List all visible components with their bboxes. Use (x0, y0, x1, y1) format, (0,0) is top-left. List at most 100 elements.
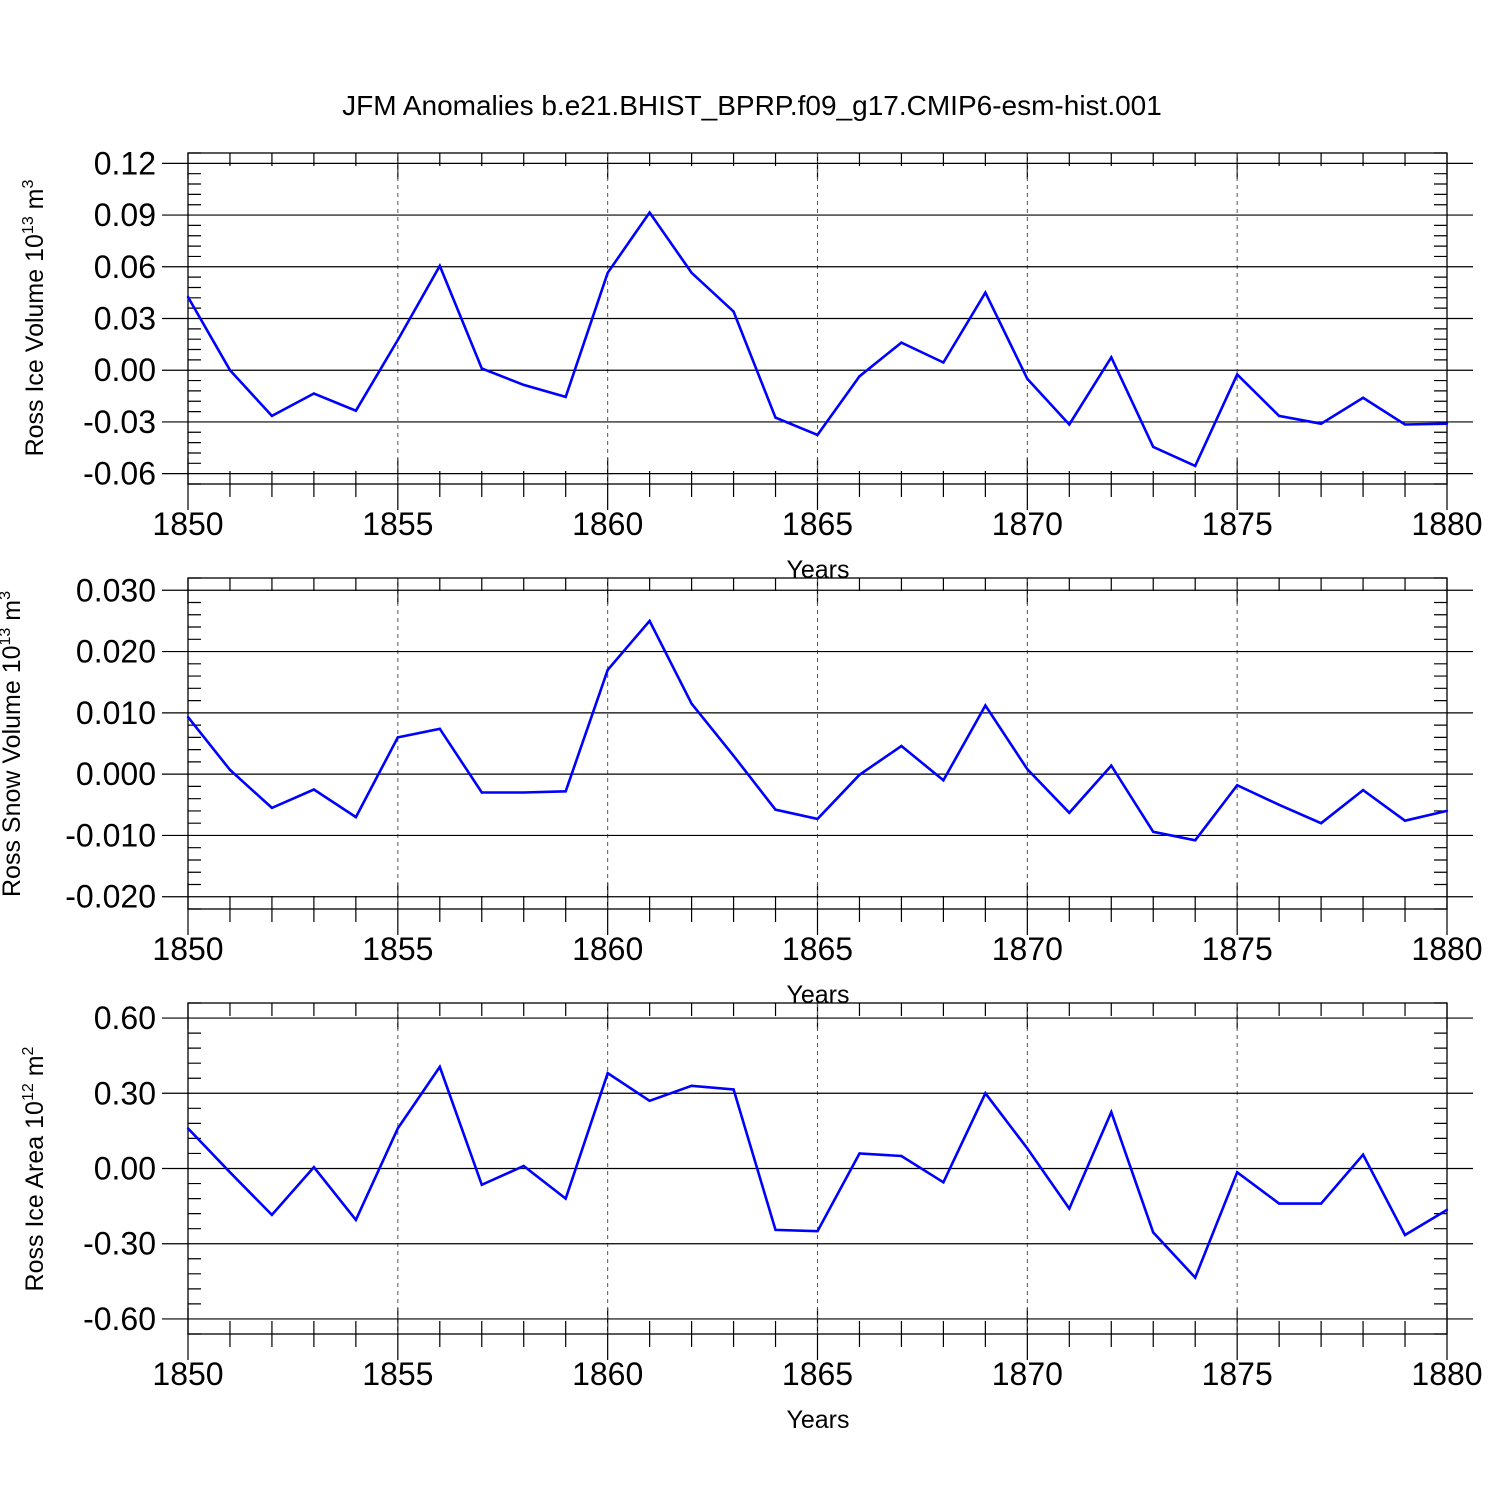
panel-snow-volume-point-1879 (1403, 819, 1407, 822)
panel-ice-volume-point-1879 (1403, 423, 1407, 426)
panel-ice-volume-point-1861 (648, 211, 651, 214)
panel-ice-volume-point-1872 (1110, 356, 1113, 359)
panel-ice-volume-point-1862 (690, 271, 693, 275)
panel-ice-volume-xtick-label-3: 1865 (782, 506, 853, 542)
panel-snow-volume-point-1870 (1026, 768, 1029, 771)
panel-ice-volume-point-1853 (312, 392, 316, 395)
panel-snow-volume-point-1855 (396, 736, 400, 739)
panel-ice-area-xtick-label-5: 1875 (1202, 1356, 1273, 1392)
panel-ice-volume-point-1869 (984, 291, 987, 294)
panel-ice-volume-xtick-label-4: 1870 (992, 506, 1063, 542)
panel-ice-area-point-1858 (522, 1164, 525, 1168)
panel-ice-area-point-1872 (1110, 1110, 1113, 1114)
panel-snow-volume-ytick-label-5: -0.020 (65, 879, 156, 915)
panel-snow-volume-xtick-label-5: 1875 (1202, 931, 1273, 967)
panel-snow-volume-ylabel: Ross Snow Volume 1013 m3 (0, 591, 26, 897)
panel-ice-area-point-1851 (228, 1171, 232, 1174)
panel-ice-volume-ytick-label-6: -0.06 (83, 456, 156, 492)
panel-snow-volume-point-1863 (732, 754, 735, 757)
panel-ice-area-point-1869 (984, 1092, 987, 1095)
panel-ice-volume-ytick-label-5: -0.03 (83, 404, 156, 440)
panel-ice-volume-point-1852 (270, 414, 274, 418)
panel-snow-volume-point-1875 (1235, 783, 1239, 787)
panel-ice-volume-point-1864 (774, 416, 777, 419)
panel-ice-volume-point-1876 (1277, 414, 1281, 418)
panel-ice-volume-point-1867 (900, 341, 903, 344)
panel-ice-area: Ross Ice Area 1012 m2 Years 0.60 0.30 0.00… (20, 1000, 1483, 1434)
panel-snow-volume-xtick-label-6: 1880 (1411, 931, 1482, 967)
panel-ice-volume-point-1877 (1319, 422, 1323, 425)
panel-snow-volume: Ross Snow Volume 1013 m3 Years 0.0300.02… (0, 572, 1483, 1009)
panel-ice-volume-point-1871 (1068, 423, 1071, 426)
panel-ice-volume-xtick-label-2: 1860 (572, 506, 643, 542)
panel-ice-area-point-1879 (1403, 1233, 1407, 1237)
panel-ice-volume-point-1860 (606, 271, 609, 275)
panel-ice-area-point-1854 (354, 1218, 358, 1222)
panel-ice-area-point-1864 (774, 1228, 777, 1232)
panel-ice-volume-xtick-label-5: 1875 (1202, 506, 1273, 542)
panel-ice-volume-point-1875 (1235, 373, 1239, 376)
panel-ice-area-point-1850 (186, 1127, 190, 1130)
panel-snow-volume-point-1867 (900, 744, 903, 748)
panel-snow-volume-point-1874 (1194, 839, 1197, 842)
panel-ice-area-point-1859 (564, 1197, 567, 1200)
panel-ice-area-point-1875 (1235, 1171, 1239, 1174)
panel-ice-area-xtick-label-0: 1850 (152, 1356, 223, 1392)
panel-ice-area-point-1870 (1026, 1147, 1029, 1150)
panel-ice-area-point-1856 (438, 1065, 441, 1069)
panel-ice-volume-point-1873 (1152, 445, 1155, 449)
panel-ice-area-tick-marks (162, 1002, 1473, 1360)
panel-ice-volume-point-1858 (522, 383, 525, 387)
panel-ice-area-point-1862 (690, 1084, 693, 1087)
panel-snow-volume-ytick-label-0: 0.030 (76, 572, 156, 608)
panel-snow-volume-xtick-label-0: 1850 (152, 931, 223, 967)
panel-ice-volume-point-1863 (732, 310, 735, 313)
panel-snow-volume-point-1866 (858, 773, 861, 776)
panel-ice-area-xtick-label-2: 1860 (572, 1356, 643, 1392)
panel-snow-volume-point-1850 (186, 715, 190, 719)
panel-snow-volume-point-1857 (480, 791, 483, 794)
panel-ice-area-ytick-label-2: 0.00 (94, 1151, 156, 1187)
panel-ice-area-ylabel: Ross Ice Area 1012 m2 (20, 1046, 49, 1291)
panel-ice-area-xtick-label-6: 1880 (1411, 1356, 1482, 1392)
panel-ice-area-point-1880 (1445, 1208, 1449, 1212)
panel-snow-volume-point-1852 (270, 806, 274, 810)
panel-snow-volume-point-1871 (1068, 811, 1071, 814)
panel-ice-area-xtick-label-3: 1865 (782, 1356, 853, 1392)
panel-snow-volume-xtick-label-3: 1865 (782, 931, 853, 967)
panel-ice-volume-point-1866 (858, 375, 861, 378)
panel-ice-area-point-1852 (270, 1213, 274, 1217)
panel-snow-volume-point-1878 (1361, 788, 1365, 792)
panel-ice-volume-point-1859 (564, 395, 567, 399)
panel-snow-volume-xtick-label-2: 1860 (572, 931, 643, 967)
panel-ice-volume-xtick-label-6: 1880 (1411, 506, 1482, 542)
panel-ice-area-ytick-label-0: 0.60 (94, 1000, 156, 1036)
panel-snow-volume-ytick-label-3: 0.000 (76, 756, 156, 792)
panel-ice-volume-ytick-label-2: 0.06 (94, 249, 156, 285)
panel-snow-volume-point-1880 (1445, 809, 1449, 813)
panel-ice-area-point-1867 (900, 1154, 903, 1158)
panel-ice-volume-point-1874 (1194, 464, 1197, 468)
panel-snow-volume-point-1862 (690, 702, 693, 705)
panel-ice-volume-point-1854 (354, 409, 358, 412)
panel-snow-volume-xtick-label-4: 1870 (992, 931, 1063, 967)
panel-snow-volume-point-1859 (564, 790, 567, 793)
panel-snow-volume-point-1860 (606, 668, 609, 672)
panel-snow-volume-point-1873 (1152, 830, 1155, 833)
panel-ice-area-ytick-label-3: -0.30 (83, 1226, 156, 1262)
panel-ice-volume-point-1880 (1445, 422, 1449, 425)
panel-snow-volume-point-1865 (816, 817, 819, 821)
panel-ice-volume-frame (187, 152, 1448, 485)
panel-snow-volume-point-1853 (312, 788, 316, 791)
panel-ice-area-point-1868 (942, 1181, 945, 1184)
panel-ice-area-ticks (162, 1002, 1473, 1360)
panel-snow-volume-ytick-label-4: -0.010 (65, 817, 156, 853)
panel-ice-volume-point-1850 (186, 295, 190, 299)
panel-ice-volume-point-1868 (942, 361, 945, 364)
panel-ice-area-point-1878 (1361, 1153, 1365, 1156)
panel-ice-area-frame (187, 1002, 1448, 1335)
panel-ice-area-point-1873 (1152, 1231, 1155, 1234)
panel-ice-area-point-1861 (648, 1099, 651, 1102)
panel-ice-volume-point-1870 (1026, 377, 1029, 381)
